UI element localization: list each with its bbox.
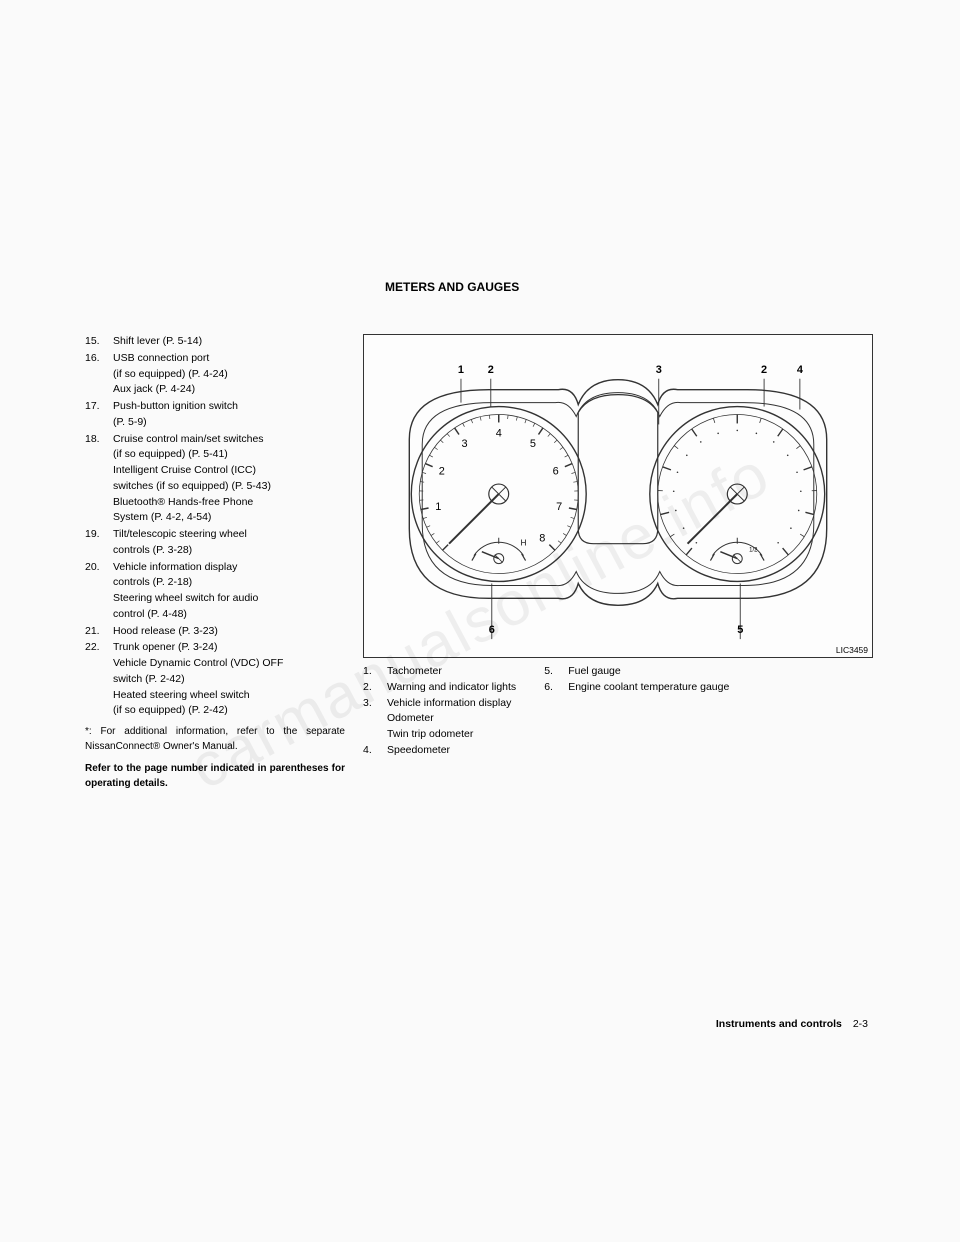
list-text: Trunk opener (P. 3-24)Vehicle Dynamic Co… (113, 640, 345, 719)
svg-text:2: 2 (488, 364, 494, 376)
caption-col-left: 1.Tachometer2.Warning and indicator ligh… (363, 664, 516, 759)
caption-number: 3. (363, 696, 387, 743)
list-item: 22.Trunk opener (P. 3-24)Vehicle Dynamic… (85, 640, 345, 719)
caption-item: 1.Tachometer (363, 664, 516, 680)
svg-text:1: 1 (435, 501, 441, 513)
caption-text: Fuel gauge (568, 664, 729, 680)
caption-number: 6. (544, 680, 568, 696)
caption-number: 4. (363, 743, 387, 759)
section-title: METERS AND GAUGES (385, 280, 875, 294)
caption-text: Tachometer (387, 664, 516, 680)
svg-text:4: 4 (797, 364, 804, 376)
svg-text:3: 3 (461, 438, 467, 450)
list-text: Shift lever (P. 5-14) (113, 334, 345, 350)
svg-text:6: 6 (489, 624, 495, 636)
right-column: 1 2 3 4 5 6 7 8 H (363, 334, 875, 791)
caption-number: 1. (363, 664, 387, 680)
footer-label: Instruments and controls (716, 1018, 842, 1030)
caption-item: 4.Speedometer (363, 743, 516, 759)
list-number: 15. (85, 334, 113, 350)
list-item: 21.Hood release (P. 3-23) (85, 624, 345, 640)
list-item: 16.USB connection port(if so equipped) (… (85, 351, 345, 398)
svg-text:H: H (521, 539, 527, 548)
caption-text: Warning and indicator lights (387, 680, 516, 696)
svg-text:6: 6 (553, 465, 559, 477)
svg-text:3: 3 (656, 364, 662, 376)
list-number: 19. (85, 527, 113, 559)
svg-text:5: 5 (737, 624, 743, 636)
list-number: 17. (85, 399, 113, 431)
caption-item: 5.Fuel gauge (544, 664, 729, 680)
svg-text:8: 8 (539, 533, 545, 545)
list-text: Cruise control main/set switches(if so e… (113, 432, 345, 527)
svg-text:5: 5 (530, 438, 536, 450)
caption-text: Vehicle information displayOdometerTwin … (387, 696, 516, 743)
list-number: 16. (85, 351, 113, 398)
footer: Instruments and controls 2-3 (716, 1018, 868, 1030)
figure-code: LIC3459 (836, 645, 868, 655)
svg-text:2: 2 (761, 364, 767, 376)
caption-number: 5. (544, 664, 568, 680)
svg-text:1/2: 1/2 (749, 548, 758, 554)
list-text: Push-button ignition switch(P. 5-9) (113, 399, 345, 431)
caption-columns: 1.Tachometer2.Warning and indicator ligh… (363, 664, 875, 759)
svg-text:7: 7 (556, 501, 562, 513)
list-item: 15.Shift lever (P. 5-14) (85, 334, 345, 350)
svg-text:1: 1 (458, 364, 464, 376)
list-number: 22. (85, 640, 113, 719)
list-text: Vehicle information displaycontrols (P. … (113, 560, 345, 623)
caption-col-right: 5.Fuel gauge6.Engine coolant temperature… (544, 664, 729, 759)
list-item: 17.Push-button ignition switch(P. 5-9) (85, 399, 345, 431)
note-text: *: For additional information, refer to … (85, 725, 345, 754)
list-text: USB connection port(if so equipped) (P. … (113, 351, 345, 398)
list-number: 21. (85, 624, 113, 640)
list-number: 20. (85, 560, 113, 623)
caption-item: 6.Engine coolant temperature gauge (544, 680, 729, 696)
list-item: 18.Cruise control main/set switches(if s… (85, 432, 345, 527)
list-number: 18. (85, 432, 113, 527)
caption-number: 2. (363, 680, 387, 696)
list-text: Hood release (P. 3-23) (113, 624, 345, 640)
caption-text: Engine coolant temperature gauge (568, 680, 729, 696)
caption-item: 2.Warning and indicator lights (363, 680, 516, 696)
left-column: 15.Shift lever (P. 5-14)16.USB connectio… (85, 334, 345, 791)
page-content: METERS AND GAUGES 15.Shift lever (P. 5-1… (85, 280, 875, 791)
caption-text: Speedometer (387, 743, 516, 759)
gauge-diagram: 1 2 3 4 5 6 7 8 H (364, 335, 872, 657)
svg-text:4: 4 (496, 427, 502, 439)
list-item: 19.Tilt/telescopic steering wheelcontrol… (85, 527, 345, 559)
columns: 15.Shift lever (P. 5-14)16.USB connectio… (85, 334, 875, 791)
refer-text: Refer to the page number indicated in pa… (85, 762, 345, 791)
list-text: Tilt/telescopic steering wheelcontrols (… (113, 527, 345, 559)
list-item: 20.Vehicle information displaycontrols (… (85, 560, 345, 623)
svg-text:2: 2 (439, 465, 445, 477)
diagram-box: 1 2 3 4 5 6 7 8 H (363, 334, 873, 658)
caption-item: 3.Vehicle information displayOdometerTwi… (363, 696, 516, 743)
footer-page: 2-3 (853, 1018, 868, 1030)
